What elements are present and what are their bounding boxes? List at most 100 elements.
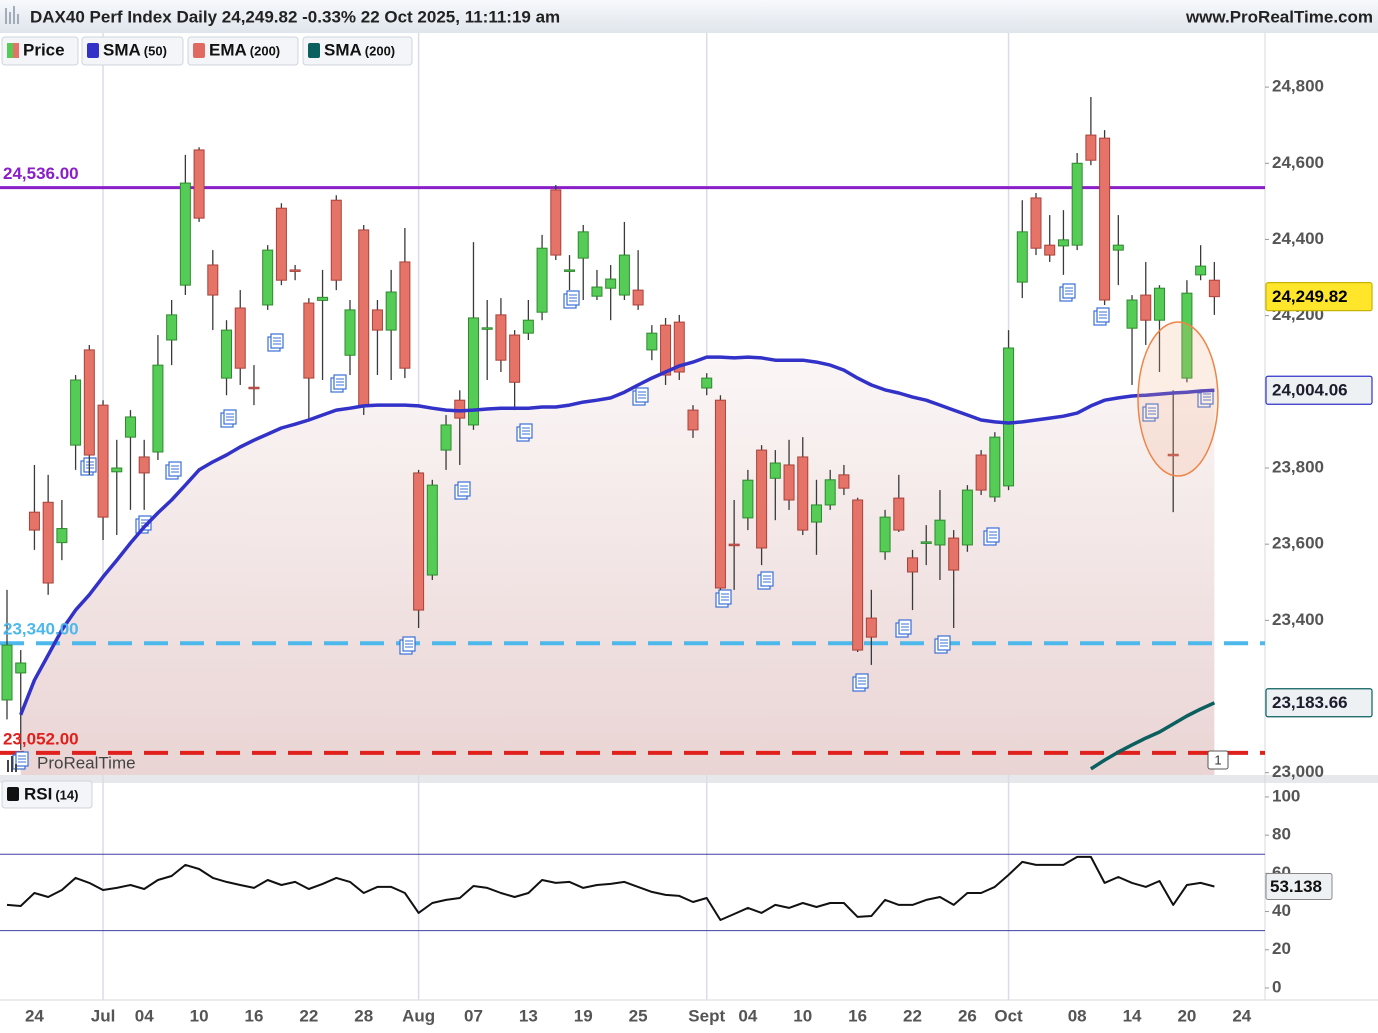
x-tick-label: 13: [519, 1006, 538, 1025]
candle-down: [687, 409, 699, 431]
news-icon: [399, 636, 416, 655]
candle-down: [138, 456, 150, 474]
news-icon-lines: [989, 531, 997, 539]
legend-box: [1, 780, 93, 809]
legend-label: SMA: [103, 40, 141, 59]
news-icon-lines: [1065, 287, 1073, 295]
last-value-label: 23,183.66: [1272, 693, 1348, 712]
candle-up: [467, 317, 479, 426]
candle-up: [961, 489, 973, 546]
news-icon: [454, 481, 471, 500]
candle-down: [1208, 279, 1220, 298]
candle-up: [440, 424, 452, 451]
candle-down: [248, 386, 260, 390]
candle-up: [920, 541, 932, 544]
header-bar: [0, 0, 1378, 33]
legend-label: RSI: [24, 784, 52, 803]
candle-up: [1153, 287, 1165, 321]
candle-down: [509, 334, 521, 383]
candle-up: [810, 504, 822, 523]
x-tick-label: Jul: [91, 1006, 116, 1025]
candle-up: [879, 516, 891, 553]
legend-label: EMA: [209, 40, 247, 59]
y-tick-label: 23,000: [1272, 762, 1324, 781]
candle-down: [852, 499, 864, 651]
x-tick-label: 04: [135, 1006, 154, 1025]
candle-up: [1181, 292, 1193, 379]
candle-down: [371, 309, 383, 331]
x-tick-label: 16: [244, 1006, 263, 1025]
candle-down: [1140, 294, 1152, 321]
news-icon-lines: [858, 677, 866, 685]
candle-down: [1167, 453, 1179, 457]
candle-down: [756, 449, 768, 549]
candle-up: [769, 462, 781, 479]
legend-params: (14): [55, 787, 78, 802]
indicator-line: [1089, 701, 1216, 771]
news-icon-lines: [1203, 393, 1211, 401]
y-tick-label: 23,600: [1272, 534, 1324, 553]
y-tick-label: 100: [1272, 786, 1300, 805]
legend-label: Price: [23, 40, 65, 59]
legend-params: (200): [250, 43, 280, 58]
candle-up: [152, 364, 164, 453]
candle-up: [1, 644, 13, 701]
news-icon-lines: [405, 640, 413, 648]
candle-down: [42, 501, 54, 584]
candle-up: [824, 479, 836, 506]
news-icon-lines: [721, 593, 729, 601]
candle-down: [728, 543, 740, 547]
legend-swatch: [7, 787, 19, 801]
y-tick-label: 80: [1272, 825, 1291, 844]
news-icon: [1197, 389, 1214, 408]
candle-down: [893, 497, 905, 531]
candle-down: [413, 472, 425, 611]
x-tick-label: 08: [1068, 1006, 1087, 1025]
candle-up: [1003, 347, 1015, 487]
news-icon-lines: [569, 294, 577, 302]
x-tick-label: 19: [574, 1006, 593, 1025]
candle-up: [1016, 231, 1028, 283]
news-icon-lines: [638, 391, 646, 399]
x-tick-label: 14: [1123, 1006, 1142, 1025]
candle-up: [385, 291, 397, 331]
candle-up: [989, 436, 1001, 498]
candle-down: [907, 557, 919, 573]
candle-up: [262, 249, 274, 306]
x-tick-label: 10: [190, 1006, 209, 1025]
candle-down: [838, 474, 850, 489]
news-icon-lines: [273, 337, 281, 345]
news-icon-lines: [460, 485, 468, 493]
candle-up: [179, 182, 191, 286]
legend-label: SMA: [324, 40, 362, 59]
news-icon: [267, 333, 284, 352]
chart-title: DAX40 Perf Index Daily 24,249.82 -0.33% …: [30, 7, 560, 26]
legend-box: [187, 36, 299, 66]
candle-down: [797, 456, 809, 531]
sma-area: [20, 357, 1215, 775]
candle-down: [865, 617, 877, 638]
news-icon-lines: [171, 465, 179, 473]
x-tick-label: 10: [793, 1006, 812, 1025]
news-icon-lines: [336, 378, 344, 386]
candle-down: [1085, 134, 1097, 161]
news-icon: [1142, 403, 1159, 422]
candle-up: [15, 662, 27, 674]
legend-params: (50): [144, 43, 167, 58]
news-icon: [220, 409, 237, 428]
last-value-box: [1265, 688, 1373, 718]
x-tick-label: 24: [25, 1006, 44, 1025]
news-icon: [934, 635, 951, 654]
last-value-label: 24,249.82: [1272, 287, 1348, 306]
news-icon: [80, 457, 97, 476]
candle-down: [289, 269, 301, 272]
news-icon-lines: [901, 623, 909, 631]
news-icon: [1093, 307, 1110, 326]
candle-up: [564, 269, 576, 272]
candle-down: [234, 307, 246, 369]
marker-text: 1: [1214, 752, 1221, 767]
x-tick-label: Aug: [402, 1006, 435, 1025]
candle-down: [948, 537, 960, 571]
candle-up: [1126, 299, 1138, 329]
news-icon-lines: [763, 575, 771, 583]
